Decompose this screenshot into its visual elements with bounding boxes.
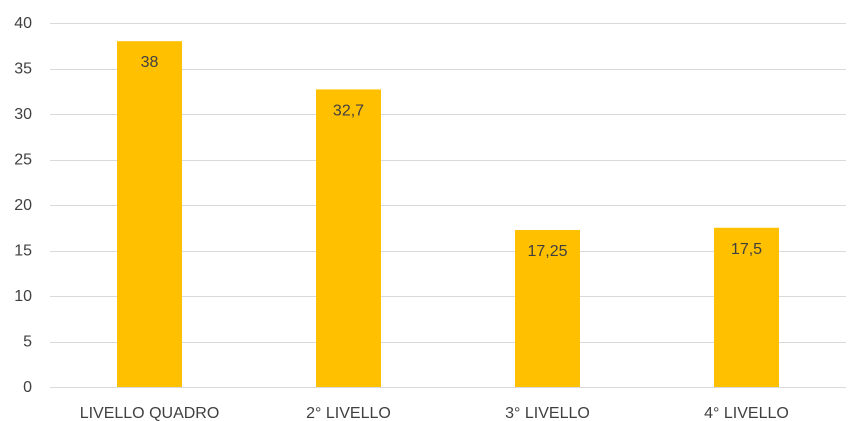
bar — [117, 41, 182, 387]
data-label: 32,7 — [333, 102, 364, 119]
bars — [117, 41, 779, 388]
x-category-label: 2° LIVELLO — [306, 405, 391, 421]
y-tick-label: 35 — [14, 61, 32, 78]
y-tick-label: 5 — [23, 334, 32, 351]
x-category-label: 4° LIVELLO — [704, 405, 789, 421]
y-tick-label: 15 — [14, 243, 32, 260]
x-axis-categories: LIVELLO QUADRO 2° LIVELLO 3° LIVELLO 4° LIV… — [80, 405, 789, 421]
x-category-label: LIVELLO QUADRO — [80, 405, 220, 421]
y-tick-label: 30 — [14, 106, 32, 123]
gridlines — [50, 23, 846, 388]
data-labels: 38 32,7 17,25 17,5 — [141, 54, 763, 260]
data-label: 17,5 — [731, 241, 762, 258]
bar — [316, 89, 381, 388]
data-label: 38 — [141, 54, 159, 71]
data-label: 17,25 — [527, 243, 567, 260]
y-axis-ticks: 0 5 10 15 20 25 30 35 40 — [14, 15, 32, 396]
y-tick-label: 0 — [23, 379, 32, 396]
x-category-label: 3° LIVELLO — [505, 405, 590, 421]
y-tick-label: 40 — [14, 15, 32, 32]
bar — [714, 227, 779, 387]
y-tick-label: 10 — [14, 288, 32, 305]
y-tick-label: 20 — [14, 197, 32, 214]
bar — [515, 230, 580, 387]
y-tick-label: 25 — [14, 152, 32, 169]
